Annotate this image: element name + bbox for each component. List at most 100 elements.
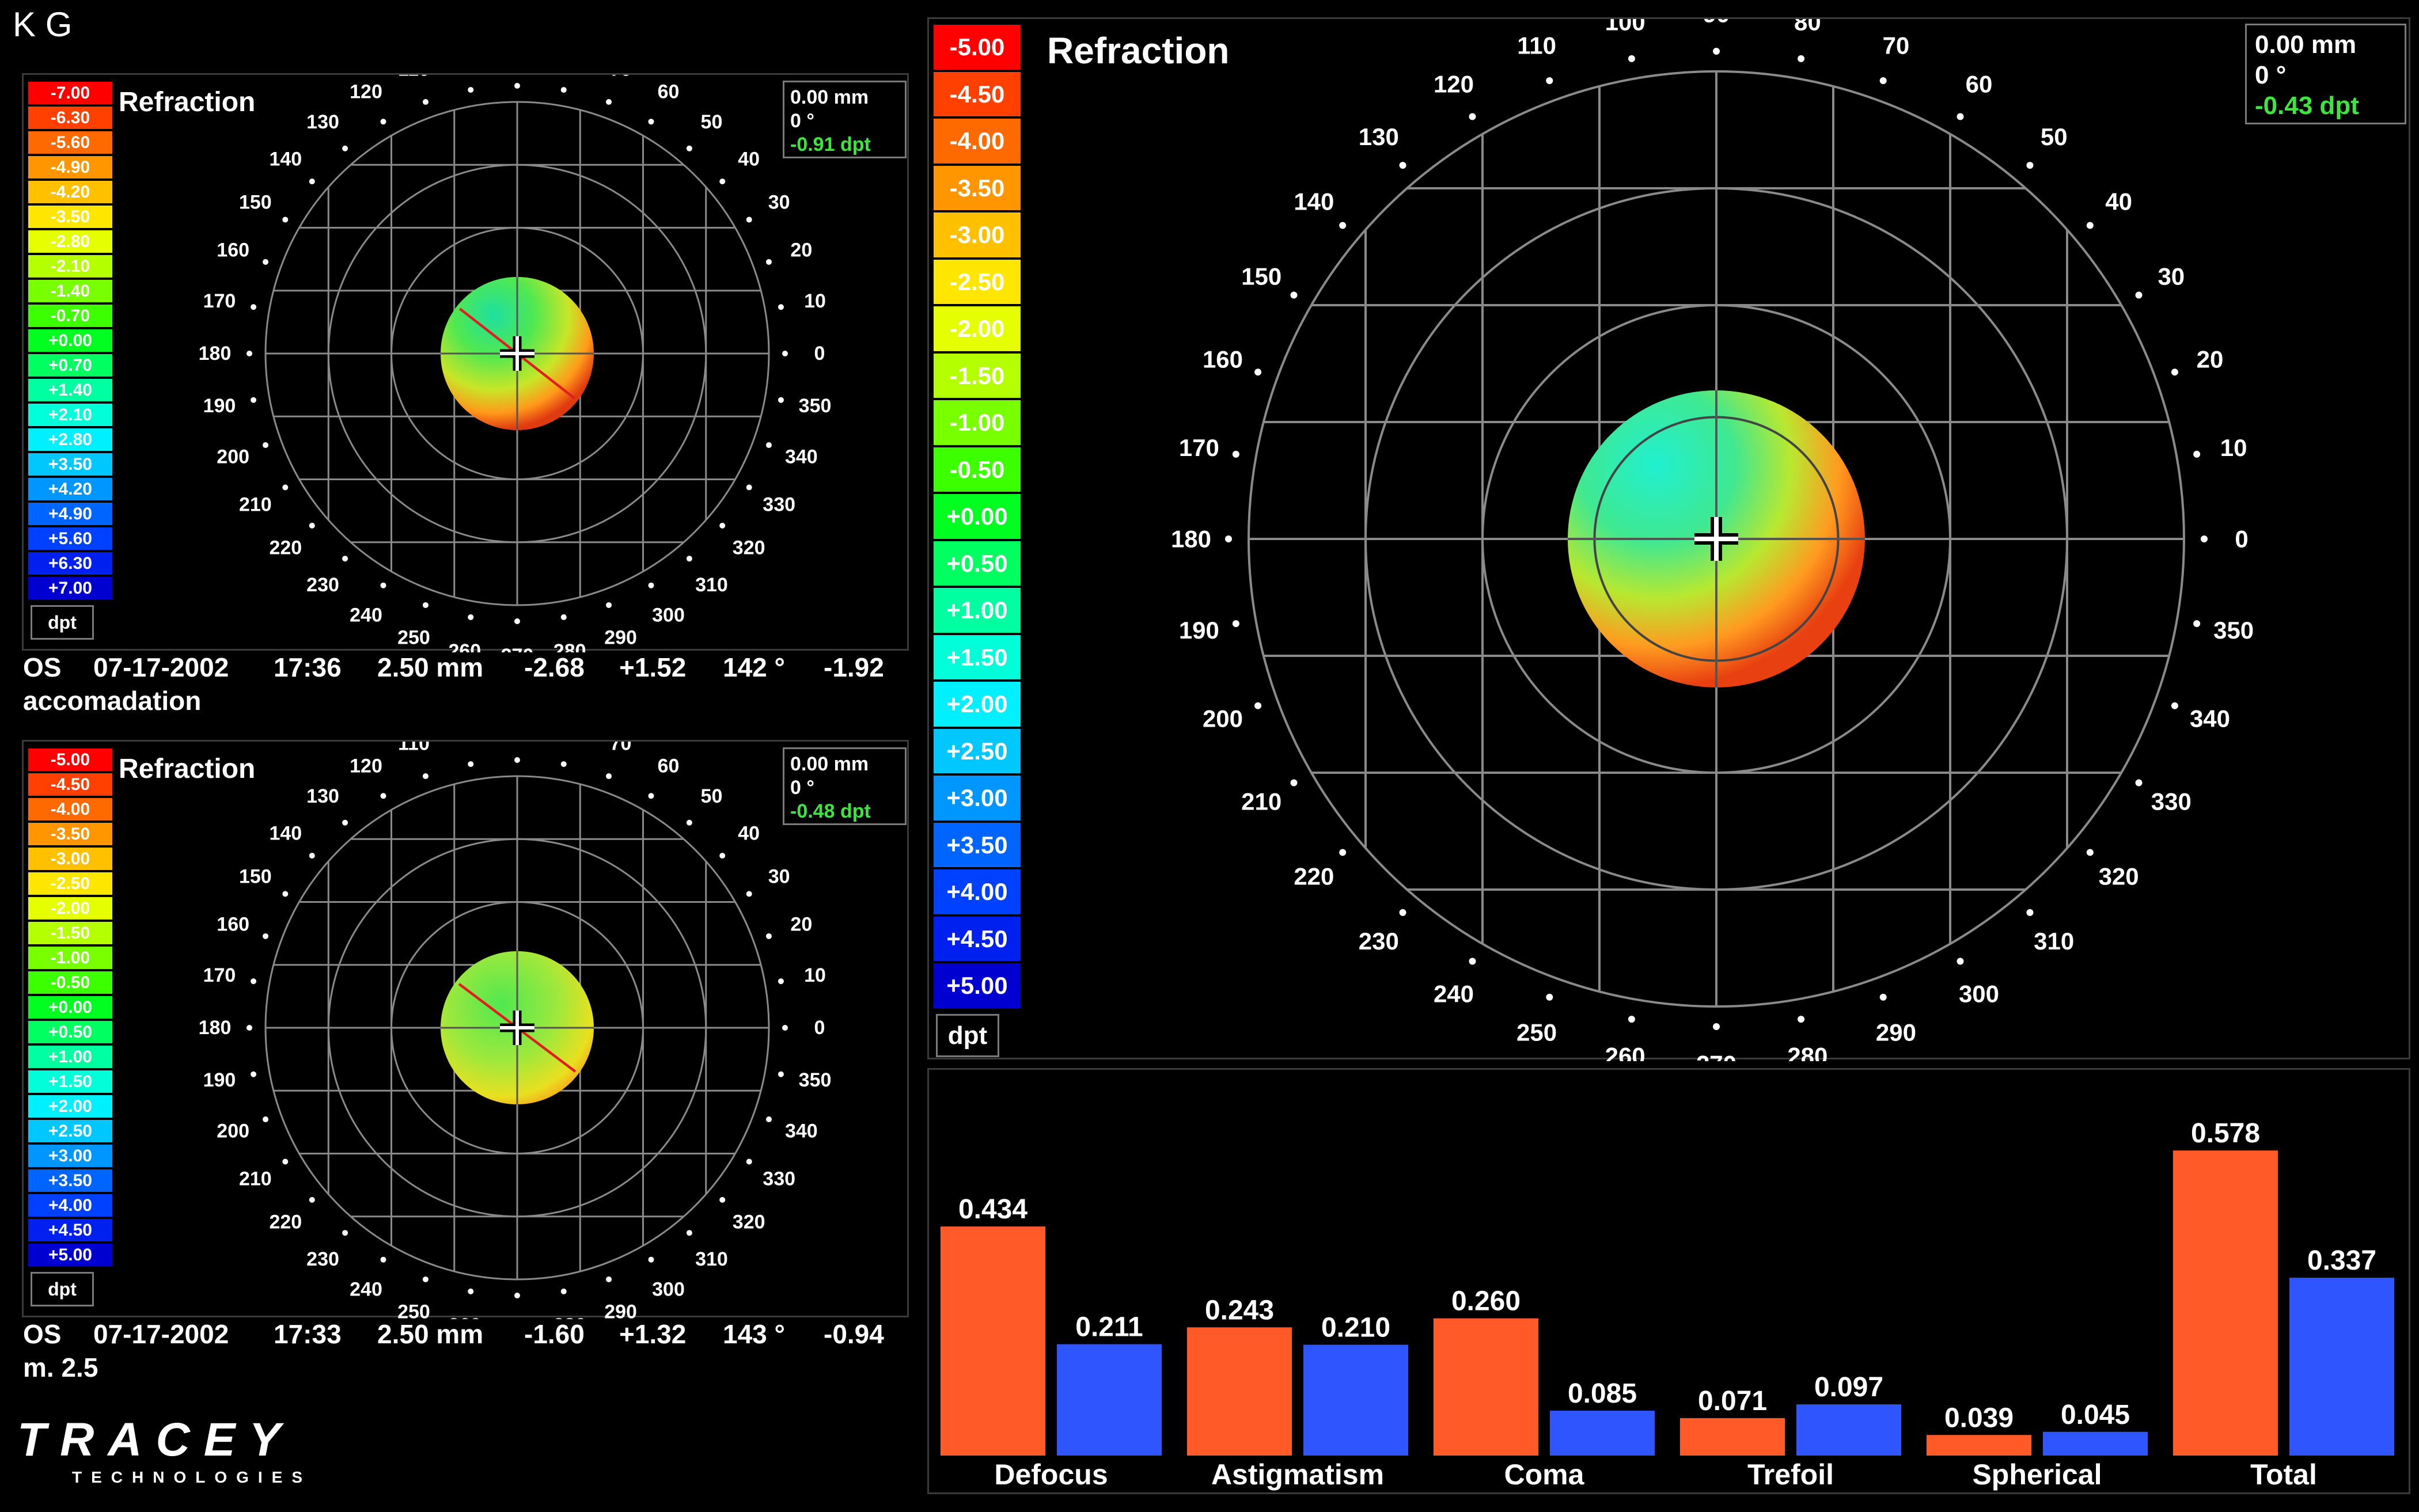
angle-tick <box>468 614 474 620</box>
bar-value-label: 0.210 <box>1321 1313 1390 1343</box>
scale-cell: +2.80 <box>27 427 113 452</box>
angle-label: 200 <box>1203 705 1243 732</box>
spherical-equivalent: -1.92 <box>824 652 884 682</box>
angle-tick <box>2193 620 2201 628</box>
info-box: 0.00 mm 0 ° -0.91 dpt <box>783 81 907 158</box>
angle-tick <box>560 614 567 620</box>
angle-label: 260 <box>448 1315 481 1319</box>
angle-tick <box>648 1256 654 1263</box>
angle-label: 320 <box>2099 863 2139 890</box>
angle-tick <box>778 397 784 403</box>
bar-value-label: 0.039 <box>1944 1403 2014 1433</box>
angle-label: 230 <box>306 574 339 596</box>
offset-mm: 0.00 mm <box>790 86 869 108</box>
angle-label: 120 <box>350 81 382 102</box>
scale-cell: +2.10 <box>27 402 113 427</box>
angle-labels: 0 10 20 30 40 50 60 70 80 90 100 110 120 130 140 150 160… <box>1171 19 2254 1061</box>
angle-label: 50 <box>701 785 723 807</box>
angle-tick <box>2026 162 2034 169</box>
scale-cell: +5.00 <box>27 1243 113 1267</box>
note-bottom-left: m. 2.5 <box>23 1353 98 1382</box>
scale-cell: +1.00 <box>27 1044 113 1069</box>
angle-tick <box>247 1025 252 1031</box>
scale-cell: -2.50 <box>27 871 113 896</box>
angle-tick <box>380 1256 386 1263</box>
angle-label: 280 <box>553 640 586 652</box>
sphere: -2.68 <box>524 652 585 682</box>
angle-tick <box>1713 48 1720 55</box>
angle-tick <box>560 1288 567 1294</box>
angle-label: 350 <box>799 395 832 417</box>
angle-label: 60 <box>658 81 680 102</box>
angle-tick <box>380 793 386 799</box>
angle-tick <box>514 757 520 763</box>
angle-label: 40 <box>738 823 760 845</box>
angle-label: 10 <box>804 290 826 312</box>
panel-title: Refraction <box>1047 30 1230 71</box>
category-label: Total <box>2250 1458 2317 1491</box>
angle-tick <box>1957 958 1964 965</box>
bar <box>2173 1150 2278 1456</box>
angle-label: 210 <box>239 494 272 516</box>
angle-label: 110 <box>398 75 430 81</box>
angle-tick <box>778 978 784 985</box>
angle-label: 140 <box>1294 188 1334 215</box>
angle-label: 150 <box>1241 263 1281 290</box>
angle-label: 260 <box>1605 1043 1645 1061</box>
scale-cell: +0.00 <box>27 328 113 353</box>
bar-value-label: 0.578 <box>2191 1118 2260 1149</box>
angle-label: 200 <box>217 1120 249 1142</box>
bar-group-astigmatism: 0.243 0.210 Astigmatism <box>1187 1295 1408 1491</box>
angle-label: 170 <box>1179 434 1219 461</box>
angle-label: 320 <box>733 1211 765 1233</box>
angle-tick <box>468 1288 474 1294</box>
angle-label: 340 <box>2190 705 2230 732</box>
angle-tick <box>648 119 654 125</box>
scale-cell: -1.00 <box>932 399 1022 446</box>
angle-tick <box>1957 113 1964 120</box>
angle-tick <box>648 793 654 799</box>
scale-cell: -1.00 <box>27 945 113 970</box>
angle-tick <box>778 304 784 310</box>
color-scale-top-left: -7.00 -6.30 -5.60 -4.90 -4.20 -3.50 -2.80 -2.10… <box>27 81 113 640</box>
angle-tick <box>309 178 315 185</box>
scale-cell: -2.00 <box>932 305 1022 352</box>
angle-tick <box>606 602 612 608</box>
angle-label: 290 <box>604 626 637 648</box>
offset-deg: 0 ° <box>790 109 814 132</box>
angle-tick <box>1546 993 1553 1001</box>
bar <box>1187 1327 1292 1456</box>
angle-label: 170 <box>203 964 236 986</box>
bar-group-spherical: 0.039 0.045 Spherical <box>1927 1400 2148 1491</box>
angle-tick <box>263 442 269 449</box>
bar <box>1927 1435 2031 1456</box>
scale-cell: +3.00 <box>27 1144 113 1168</box>
angle-tick <box>1225 535 1232 542</box>
angle-label: 10 <box>2220 434 2247 461</box>
scale-cell: -1.40 <box>27 279 113 303</box>
scale-cell: -4.50 <box>27 772 113 797</box>
angle-label: 20 <box>790 913 812 935</box>
bar-group-trefoil: 0.071 0.097 Trefoil <box>1680 1372 1901 1491</box>
value-dpt: -0.48 dpt <box>790 800 871 822</box>
offset-deg: 0 ° <box>2255 60 2287 89</box>
scale-cell: +3.00 <box>932 774 1022 822</box>
scale-cell: -3.50 <box>27 204 113 229</box>
color-scale-main: -5.00 -4.50 -4.00 -3.50 -3.00 -2.50 -2.00 -1.50… <box>932 24 1022 1057</box>
angle-label: 290 <box>1876 1019 1916 1046</box>
scale-cell: +1.50 <box>932 633 1022 681</box>
angle-tick <box>782 1025 788 1031</box>
angle-tick <box>251 304 257 310</box>
scale-cell: +5.00 <box>932 962 1022 1009</box>
angle-tick <box>1290 779 1298 787</box>
pupil: 2.50 mm <box>377 1319 484 1349</box>
angle-label: 140 <box>269 149 302 170</box>
angle-label: 350 <box>2213 617 2254 644</box>
note-top-left: accomadation <box>23 686 202 716</box>
angle-label: 310 <box>695 1248 728 1270</box>
scale-cell: -0.50 <box>932 446 1022 493</box>
angle-label: 80 <box>1794 19 1821 35</box>
angle-tick <box>247 351 252 356</box>
angle-tick <box>380 119 386 125</box>
grid-ring <box>1481 304 1951 774</box>
